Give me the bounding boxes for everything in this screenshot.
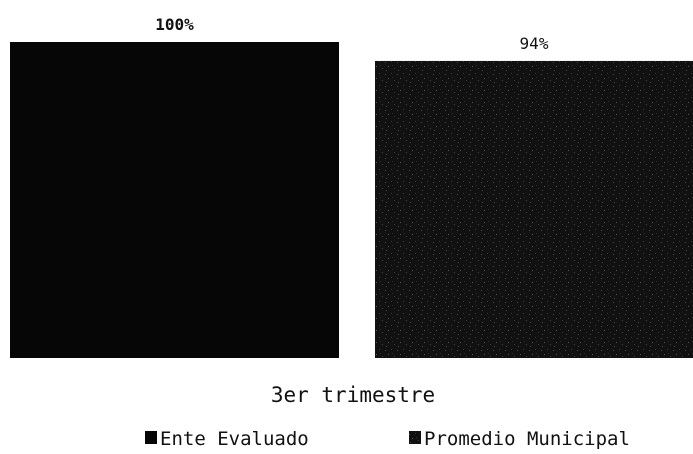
value-label-promedio-municipal: 94% (520, 34, 549, 53)
bar-promedio-municipal (375, 60, 693, 359)
legend: Ente Evaluado Promedio Municipal (145, 428, 630, 450)
value-label-ente-evaluado: 100% (155, 15, 194, 34)
legend-swatch-ente-evaluado (145, 431, 157, 444)
category-label: 3er trimestre (271, 383, 435, 407)
legend-label-promedio-municipal: Promedio Municipal (424, 428, 630, 450)
value-labels: 100% 94% (155, 15, 549, 53)
legend-label-ente-evaluado: Ente Evaluado (160, 428, 309, 450)
bars-layer (10, 42, 693, 359)
bar-ente-evaluado (10, 42, 339, 358)
legend-swatch-promedio-municipal (409, 431, 421, 444)
